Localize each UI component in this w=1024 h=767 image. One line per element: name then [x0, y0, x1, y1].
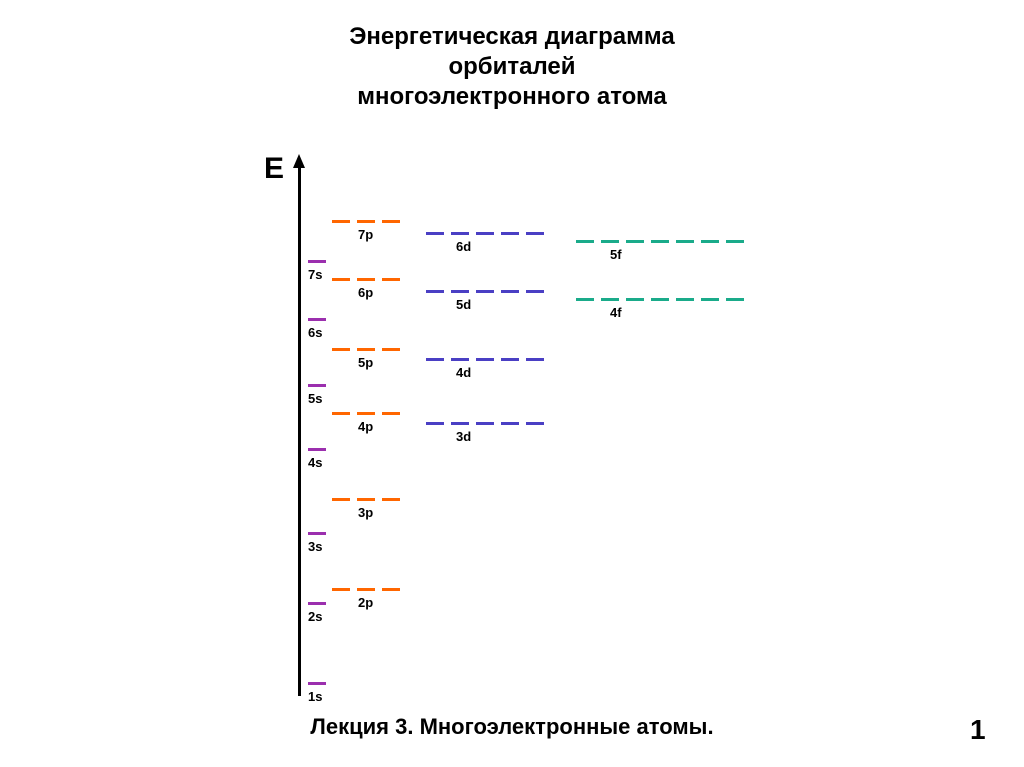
orbital-label-3p: 3p — [358, 505, 373, 520]
orbital-label-3d: 3d — [456, 429, 471, 444]
orbital-label-7p: 7p — [358, 227, 373, 242]
orbital-dash-6d — [526, 232, 544, 235]
orbital-dash-3p — [357, 498, 375, 501]
orbital-label-1s: 1s — [308, 689, 322, 704]
orbital-dash-2s — [308, 602, 326, 605]
orbital-dash-5f — [626, 240, 644, 243]
orbital-label-2p: 2p — [358, 595, 373, 610]
orbital-dash-6s — [308, 318, 326, 321]
orbital-label-5d: 5d — [456, 297, 471, 312]
orbital-dash-2p — [332, 588, 350, 591]
orbital-dash-4d — [526, 358, 544, 361]
orbital-dash-5f — [676, 240, 694, 243]
orbital-dash-6p — [382, 278, 400, 281]
page-number: 1 — [970, 714, 986, 746]
orbital-dash-4p — [332, 412, 350, 415]
orbital-dash-3d — [501, 422, 519, 425]
orbital-dash-4d — [451, 358, 469, 361]
orbital-dash-4f — [576, 298, 594, 301]
orbital-label-5f: 5f — [610, 247, 622, 262]
orbital-label-4d: 4d — [456, 365, 471, 380]
title-line-2: орбиталей — [448, 53, 575, 80]
orbital-label-2s: 2s — [308, 609, 322, 624]
orbital-label-6p: 6p — [358, 285, 373, 300]
orbital-dash-5f — [601, 240, 619, 243]
orbital-dash-4f — [626, 298, 644, 301]
orbital-dash-5p — [357, 348, 375, 351]
orbital-dash-6d — [476, 232, 494, 235]
orbital-label-5p: 5p — [358, 355, 373, 370]
orbital-label-4s: 4s — [308, 455, 322, 470]
orbital-dash-7p — [332, 220, 350, 223]
orbital-dash-6p — [332, 278, 350, 281]
orbital-dash-4f — [651, 298, 669, 301]
caption: Лекция 3. Многоэлектронные атомы. — [0, 714, 1024, 740]
slide: Энергетическая диаграмма орбиталей много… — [0, 0, 1024, 767]
orbital-dash-4p — [357, 412, 375, 415]
axis-label-energy: E — [264, 152, 284, 186]
orbital-dash-5f — [726, 240, 744, 243]
orbital-dash-5d — [476, 290, 494, 293]
orbital-dash-5f — [701, 240, 719, 243]
orbital-dash-7p — [382, 220, 400, 223]
orbital-dash-4s — [308, 448, 326, 451]
orbital-dash-1s — [308, 682, 326, 685]
orbital-dash-6d — [451, 232, 469, 235]
orbital-dash-3d — [476, 422, 494, 425]
orbital-dash-4f — [726, 298, 744, 301]
orbital-label-7s: 7s — [308, 267, 322, 282]
orbital-label-4f: 4f — [610, 305, 622, 320]
orbital-dash-7p — [357, 220, 375, 223]
orbital-dash-4d — [501, 358, 519, 361]
orbital-label-6d: 6d — [456, 239, 471, 254]
orbital-dash-4d — [426, 358, 444, 361]
orbital-dash-5d — [526, 290, 544, 293]
orbital-label-6s: 6s — [308, 325, 322, 340]
orbital-dash-4d — [476, 358, 494, 361]
orbital-label-3s: 3s — [308, 539, 322, 554]
orbital-dash-5d — [426, 290, 444, 293]
orbital-dash-5f — [576, 240, 594, 243]
orbital-dash-3p — [382, 498, 400, 501]
orbital-dash-4f — [676, 298, 694, 301]
title-line-1: Энергетическая диаграмма — [349, 23, 674, 50]
orbital-dash-2p — [382, 588, 400, 591]
orbital-dash-5p — [382, 348, 400, 351]
orbital-dash-7s — [308, 260, 326, 263]
orbital-dash-4f — [701, 298, 719, 301]
title: Энергетическая диаграмма орбиталей много… — [0, 22, 1024, 112]
orbital-dash-2p — [357, 588, 375, 591]
title-line-3: многоэлектронного атома — [357, 83, 667, 110]
orbital-dash-3d — [426, 422, 444, 425]
orbital-dash-3s — [308, 532, 326, 535]
orbital-dash-4f — [601, 298, 619, 301]
orbital-dash-3d — [451, 422, 469, 425]
orbital-dash-6d — [426, 232, 444, 235]
y-axis-arrow — [293, 154, 305, 168]
orbital-dash-5f — [651, 240, 669, 243]
orbital-dash-5d — [451, 290, 469, 293]
orbital-dash-6p — [357, 278, 375, 281]
orbital-dash-3p — [332, 498, 350, 501]
orbital-dash-6d — [501, 232, 519, 235]
orbital-dash-3d — [526, 422, 544, 425]
orbital-dash-5d — [501, 290, 519, 293]
orbital-label-4p: 4p — [358, 419, 373, 434]
orbital-dash-4p — [382, 412, 400, 415]
y-axis-line — [298, 166, 301, 696]
orbital-dash-5s — [308, 384, 326, 387]
orbital-energy-diagram: 1s 2s 2p 3s 3p 4s 3d 4p 5s 4d 5p 6s 4f 5d 6p 7s 5f 6d 7p — [298, 160, 918, 705]
orbital-label-5s: 5s — [308, 391, 322, 406]
orbital-dash-5p — [332, 348, 350, 351]
